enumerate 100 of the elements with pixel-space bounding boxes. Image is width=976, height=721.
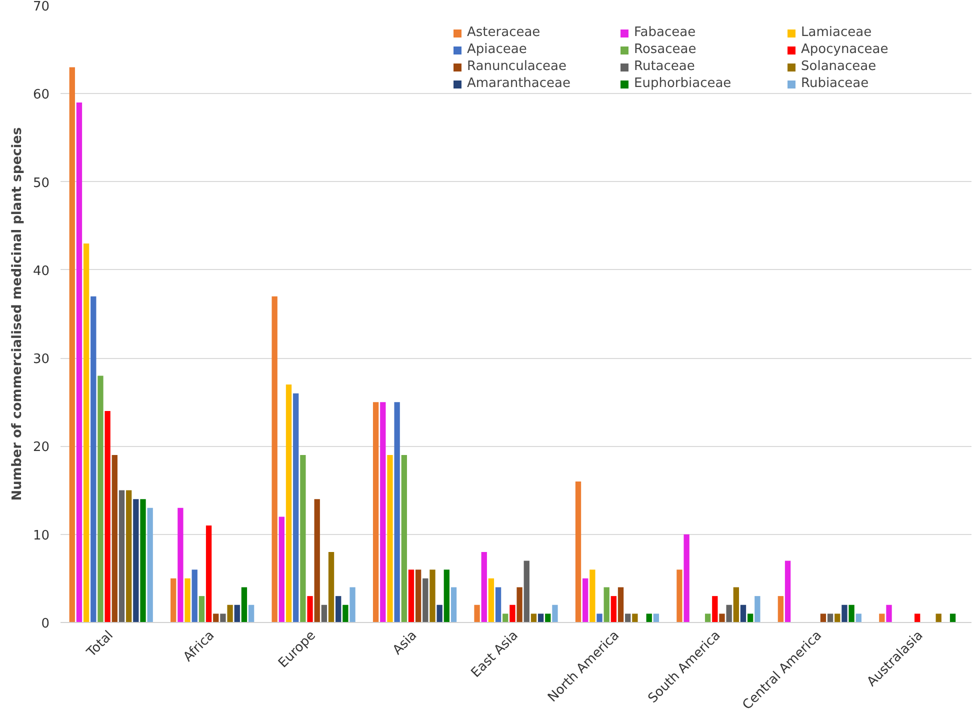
bar (192, 570, 198, 622)
bar (234, 604, 240, 622)
bar (545, 614, 551, 622)
bar (170, 578, 176, 622)
bar (524, 560, 530, 622)
bar (950, 614, 956, 622)
bar (83, 243, 90, 622)
bar (90, 296, 96, 622)
bar (147, 508, 153, 622)
bar (604, 587, 610, 622)
bar (510, 604, 516, 622)
bar (112, 455, 118, 622)
bar (684, 534, 690, 622)
bar (415, 570, 422, 622)
bar (719, 614, 725, 622)
bar (610, 596, 617, 622)
bar (552, 604, 558, 622)
bar (842, 604, 848, 622)
legend-label: Rubiaceae (801, 76, 870, 91)
bar (676, 570, 682, 622)
bar (198, 596, 205, 622)
bar (286, 384, 292, 622)
legend-label: Asteraceae (467, 25, 542, 40)
bar (401, 455, 407, 622)
bar (69, 67, 75, 622)
bar (380, 402, 386, 622)
bar (278, 516, 285, 622)
legend-label: Solanaceae (801, 59, 878, 74)
y-tick-label: 10 (32, 528, 50, 544)
y-tick-label: 0 (41, 616, 50, 632)
bar (342, 604, 348, 622)
bar (733, 587, 739, 622)
bar (879, 614, 885, 622)
bar (372, 402, 379, 622)
legend-label: Rosaceae (634, 42, 698, 57)
bar (653, 614, 660, 622)
bar (241, 587, 248, 622)
bar (488, 578, 494, 622)
bar (590, 570, 596, 622)
legend-label: Amaranthaceae (467, 76, 572, 91)
bar (538, 614, 544, 622)
bar (778, 596, 784, 622)
bar (220, 614, 226, 622)
y-tick-label: 20 (32, 440, 50, 456)
bar (754, 596, 760, 622)
bar (530, 614, 537, 622)
bar (827, 614, 834, 622)
bar (272, 296, 278, 622)
legend-label: Apiaceae (467, 42, 528, 57)
bar (481, 552, 487, 622)
y-tick-label: 70 (32, 0, 50, 14)
y-axis-title: Number of commercialised medicinal plant species (10, 127, 25, 501)
bar (387, 455, 393, 622)
bar (502, 614, 508, 622)
bar (495, 587, 502, 622)
bar (293, 393, 299, 622)
bar (336, 596, 342, 622)
bar (126, 490, 132, 622)
bar (422, 578, 428, 622)
y-tick-label: 40 (32, 264, 50, 279)
bar (76, 102, 82, 622)
bar (784, 560, 791, 622)
bar (178, 508, 184, 622)
bar (350, 587, 356, 622)
bar (321, 604, 328, 622)
bar (248, 604, 254, 622)
bar (625, 614, 631, 622)
bar (227, 604, 233, 622)
bar (98, 376, 104, 622)
bar (834, 614, 840, 622)
bar (914, 614, 920, 622)
bar (300, 455, 306, 622)
bar (133, 499, 139, 622)
bar (596, 614, 602, 622)
y-tick-label: 30 (32, 352, 50, 368)
bar (856, 614, 862, 622)
bar (712, 596, 718, 622)
legend-label: Apocynaceae (801, 42, 890, 57)
bar (618, 587, 624, 622)
bar (516, 587, 522, 622)
bar (213, 614, 219, 622)
bar (307, 596, 313, 622)
legend-label: Ranunculaceae (467, 59, 568, 74)
bar (104, 410, 110, 622)
bar (886, 604, 892, 622)
bar (436, 604, 442, 622)
y-tick-label: 60 (32, 88, 50, 103)
bar (118, 490, 125, 622)
y-tick-label: 50 (32, 176, 50, 191)
bar (747, 614, 754, 622)
bar (632, 614, 638, 622)
bar (430, 570, 436, 622)
bar (575, 481, 582, 622)
legend-label: Fabaceae (634, 25, 697, 40)
legend-label: Euphorbiaceae (634, 76, 732, 91)
bar (646, 614, 652, 622)
bar (408, 570, 414, 622)
bar (582, 578, 588, 622)
bar (314, 499, 320, 622)
bar (820, 614, 826, 622)
